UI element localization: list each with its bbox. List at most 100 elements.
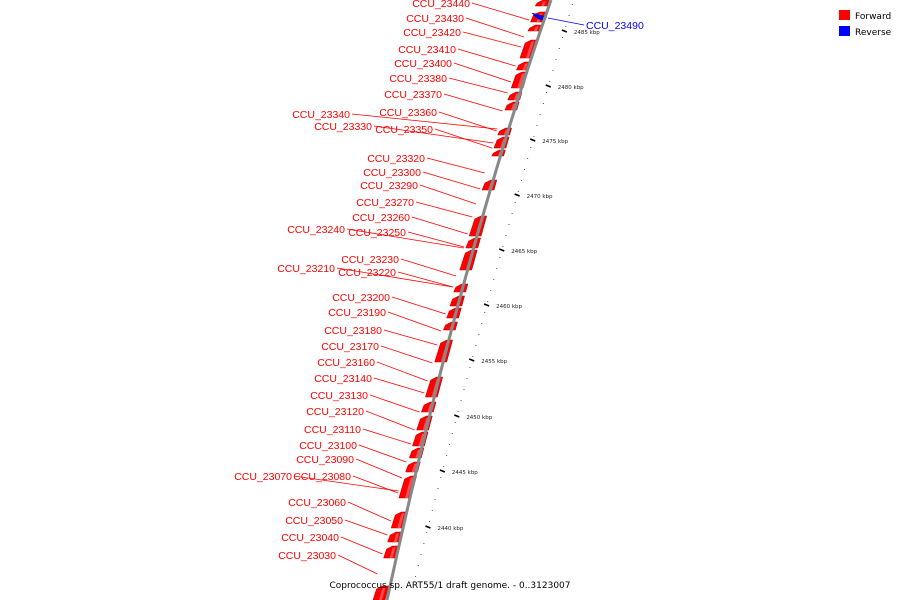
- gene-label[interactable]: CCU_23180: [324, 325, 382, 337]
- gene-highlight: [379, 587, 386, 600]
- gene-label[interactable]: CCU_23210: [277, 263, 335, 275]
- minor-tick: [514, 202, 516, 203]
- gene-highlight: [397, 513, 405, 528]
- major-tick: [454, 414, 460, 418]
- gene-label[interactable]: CCU_23050: [285, 515, 343, 527]
- leader-line: [352, 475, 399, 494]
- gene-label[interactable]: CCU_23250: [348, 227, 406, 239]
- leader-line: [365, 410, 415, 431]
- minor-tick: [549, 81, 551, 82]
- gene-label[interactable]: CCU_23070: [234, 471, 292, 483]
- gene-label[interactable]: CCU_23030: [278, 550, 336, 562]
- gene-label[interactable]: CCU_23120: [306, 406, 364, 418]
- minor-tick: [463, 389, 465, 390]
- minor-tick: [415, 576, 416, 577]
- tick-label: 2445 kbp: [452, 470, 478, 476]
- gene-label[interactable]: CCU_23060: [288, 497, 346, 509]
- leader-line: [387, 311, 442, 332]
- gene-label[interactable]: CCU_23270: [356, 197, 414, 209]
- leader-line: [457, 48, 516, 67]
- leader-line: [293, 475, 399, 492]
- gene-label[interactable]: CCU_23300: [363, 167, 421, 179]
- gene-label[interactable]: CCU_23130: [310, 390, 368, 402]
- gene-label[interactable]: CCU_23430: [406, 13, 464, 25]
- minor-tick: [502, 246, 504, 247]
- minor-tick: [423, 543, 425, 544]
- gene-label[interactable]: CCU_23080: [293, 471, 351, 483]
- minor-tick: [493, 279, 495, 280]
- minor-tick: [478, 334, 480, 335]
- gene-label[interactable]: CCU_23170: [321, 341, 379, 353]
- gene-highlight: [393, 533, 400, 542]
- minor-tick: [527, 158, 529, 159]
- gene-highlight: [533, 26, 539, 31]
- legend-swatch-forward: [839, 10, 850, 20]
- minor-tick: [417, 565, 419, 566]
- leader-line: [453, 62, 512, 83]
- tick-label: 2460 kbp: [496, 304, 522, 310]
- leader-line: [400, 258, 457, 277]
- gene-label[interactable]: CCU_23290: [360, 180, 418, 192]
- gene-label[interactable]: CCU_23110: [304, 424, 361, 436]
- tick-marks: 2485 kbp 2480 kbp 2475 kbp 2470 kbp 2465 kbp…: [415, 4, 600, 577]
- major-tick: [468, 358, 475, 362]
- legend-label-reverse: Reverse: [855, 28, 892, 38]
- leader-line: [407, 231, 465, 248]
- gene-label[interactable]: CCU_23260: [352, 212, 410, 224]
- gene-label[interactable]: CCU_23230: [341, 254, 399, 266]
- minor-tick: [448, 444, 450, 445]
- gene-label[interactable]: CCU_23330: [314, 121, 372, 133]
- leader-line: [346, 228, 464, 249]
- gene-highlight: [513, 93, 520, 100]
- gene-label[interactable]: CCU_23360: [379, 107, 437, 119]
- gene-label[interactable]: CCU_23160: [317, 357, 375, 369]
- major-tick: [561, 29, 568, 33]
- gene-label[interactable]: CCU_23100: [299, 440, 357, 452]
- minor-tick: [530, 147, 532, 148]
- gene-label[interactable]: CCU_23340: [292, 109, 350, 121]
- gene-label[interactable]: CCU_23380: [389, 73, 447, 85]
- legend-label-forward: Forward: [855, 12, 891, 22]
- leader-line: [547, 17, 585, 26]
- gene-label[interactable]: CCU_23320: [367, 153, 425, 165]
- gene-label[interactable]: CCU_23200: [332, 292, 390, 304]
- gene-highlight: [541, 1, 546, 6]
- gene-label[interactable]: CCU_23040: [281, 532, 339, 544]
- leader-line: [376, 361, 428, 382]
- leader-line: [434, 128, 493, 149]
- gene-label[interactable]: CCU_23240: [287, 224, 345, 236]
- gene-label[interactable]: CCU_23220: [338, 267, 396, 279]
- gene-label[interactable]: CCU_23190: [328, 307, 386, 319]
- minor-tick: [451, 433, 453, 434]
- leader-line: [443, 93, 503, 112]
- minor-tick: [546, 92, 547, 93]
- gene-label[interactable]: CCU_23410: [398, 44, 456, 56]
- gene-label[interactable]: CCU_23350: [375, 124, 433, 136]
- minor-tick: [511, 213, 513, 214]
- leader-line: [373, 125, 494, 144]
- minor-tick: [505, 235, 507, 236]
- gene-label[interactable]: CCU_23090: [296, 454, 354, 466]
- leader-line: [337, 554, 378, 575]
- major-tick: [514, 193, 520, 197]
- minor-tick: [508, 224, 510, 225]
- leader-line: [462, 31, 522, 48]
- gene-label[interactable]: CCU_23420: [403, 27, 461, 39]
- minor-tick: [517, 191, 519, 192]
- gene-labels: CCU_23490 CCU_23440 CCU_23430 CCU_23420 CCU_…: [234, 0, 644, 562]
- minor-tick: [454, 422, 456, 423]
- minor-tick: [440, 477, 442, 478]
- gene-label[interactable]: CCU_23140: [314, 373, 372, 385]
- minor-tick: [520, 180, 522, 181]
- legend: Forward Reverse: [839, 10, 892, 38]
- tick-label: 2440 kbp: [437, 526, 463, 532]
- minor-tick: [542, 103, 544, 104]
- major-tick: [425, 525, 431, 529]
- gene-label[interactable]: CCU_23370: [384, 89, 442, 101]
- gene-label[interactable]: CCU_23490: [586, 20, 644, 32]
- minor-tick: [499, 257, 501, 258]
- gene-label[interactable]: CCU_23400: [394, 58, 452, 70]
- minor-tick: [568, 15, 570, 16]
- gene-label[interactable]: CCU_23440: [412, 0, 470, 10]
